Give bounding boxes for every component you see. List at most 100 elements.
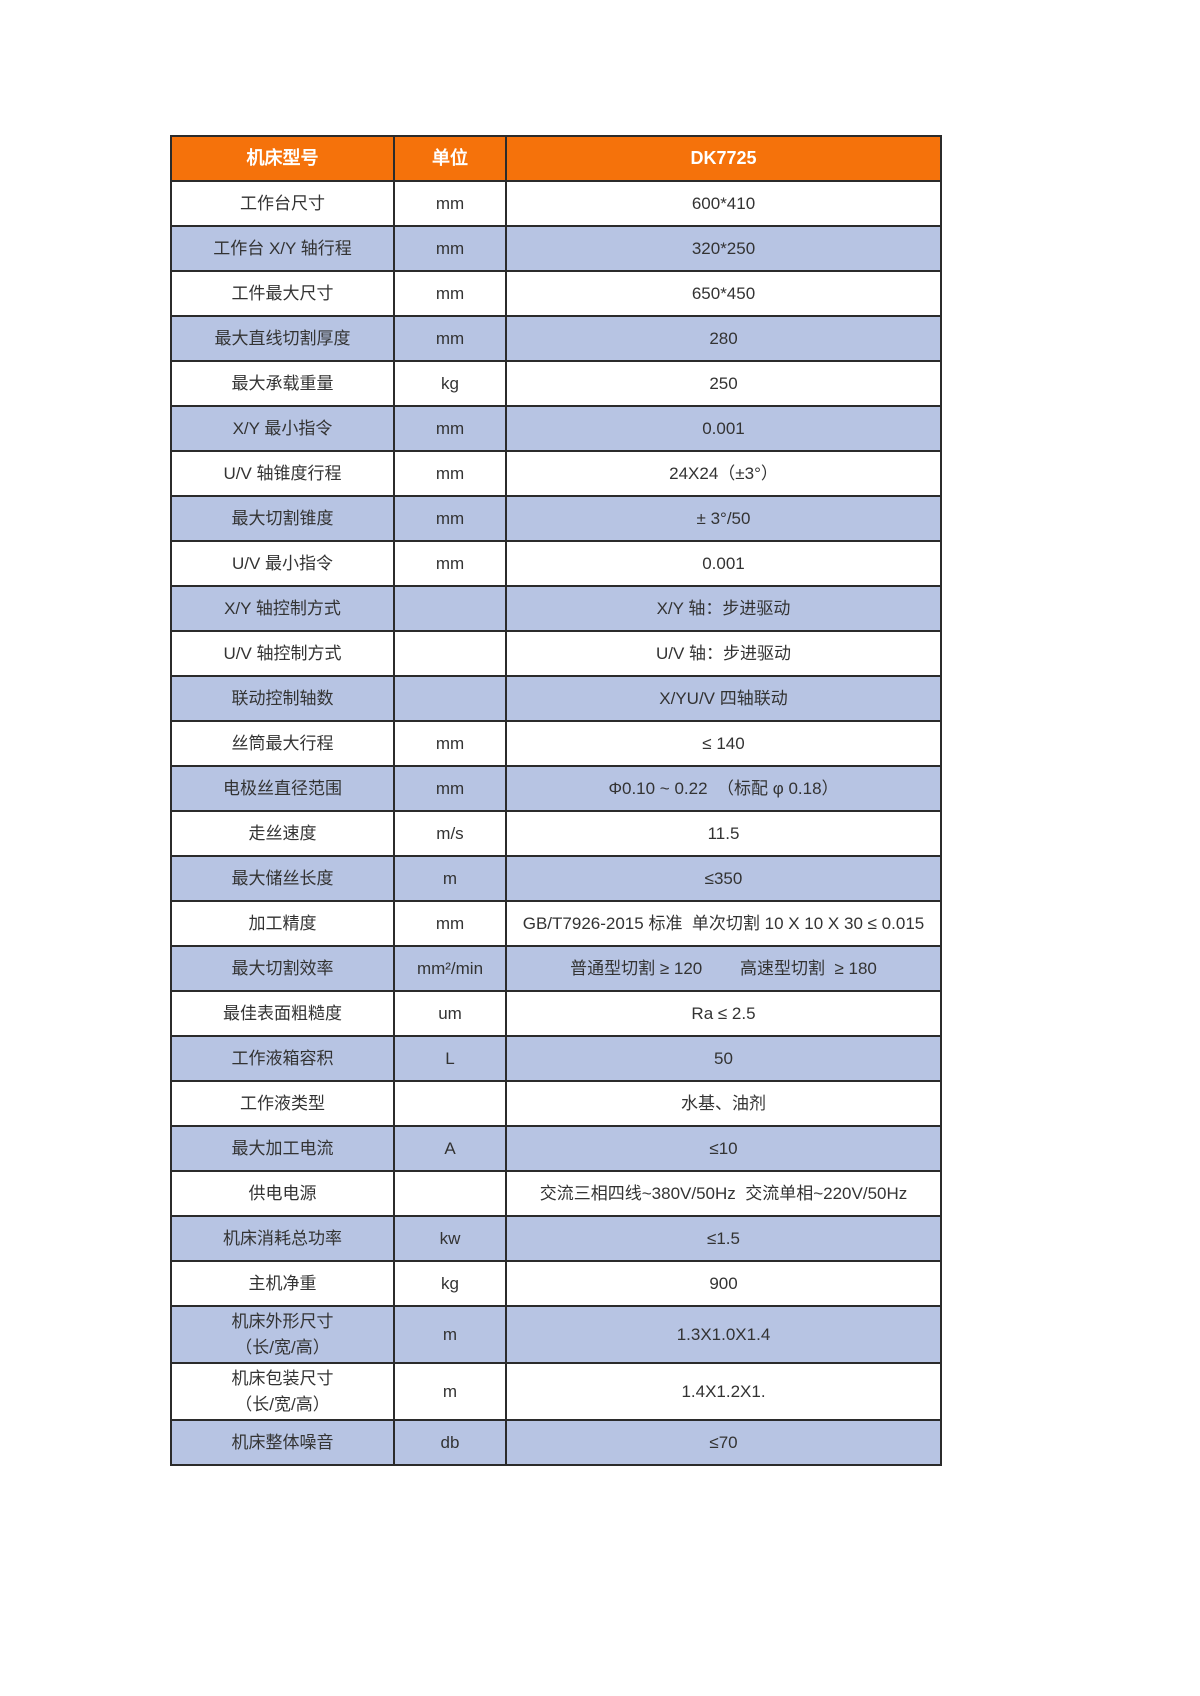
spec-value: 交流三相四线~380V/50Hz 交流单相~220V/50Hz: [505, 1170, 942, 1217]
header-row: 机床型号 单位 DK7725: [170, 135, 942, 182]
table-row: 工件最大尺寸 mm 650*450: [170, 270, 942, 317]
table-row: 供电电源 交流三相四线~380V/50Hz 交流单相~220V/50Hz: [170, 1170, 942, 1217]
header-model-label: 机床型号: [170, 135, 395, 182]
table-row: X/Y 轴控制方式 X/Y 轴：步进驱动: [170, 585, 942, 632]
spec-label: 最佳表面粗糙度: [170, 990, 395, 1037]
spec-value: 50: [505, 1035, 942, 1082]
spec-value: 普通型切割 ≥ 120 高速型切割 ≥ 180: [505, 945, 942, 992]
spec-unit: [393, 585, 507, 632]
table-row: 最大承载重量 kg 250: [170, 360, 942, 407]
spec-unit: kg: [393, 360, 507, 407]
spec-label: 最大切割锥度: [170, 495, 395, 542]
spec-unit: [393, 675, 507, 722]
spec-unit: mm: [393, 225, 507, 272]
spec-unit: kg: [393, 1260, 507, 1307]
spec-label: 走丝速度: [170, 810, 395, 857]
spec-unit: mm: [393, 720, 507, 767]
table-row: U/V 最小指令 mm 0.001: [170, 540, 942, 587]
spec-label: U/V 最小指令: [170, 540, 395, 587]
table-row: 机床外形尺寸 （长/宽/高） m 1.3X1.0X1.4: [170, 1305, 942, 1364]
spec-value: 320*250: [505, 225, 942, 272]
spec-label: 机床包装尺寸 （长/宽/高）: [170, 1362, 395, 1421]
table-row: U/V 轴锥度行程 mm 24X24（±3°）: [170, 450, 942, 497]
table-row: 工作台尺寸 mm 600*410: [170, 180, 942, 227]
header-model-value: DK7725: [505, 135, 942, 182]
spec-label: 最大切割效率: [170, 945, 395, 992]
spec-unit: mm: [393, 180, 507, 227]
table-row: U/V 轴控制方式 U/V 轴：步进驱动: [170, 630, 942, 677]
spec-unit: um: [393, 990, 507, 1037]
spec-value: 水基、油剂: [505, 1080, 942, 1127]
table-row: 最大加工电流 A ≤10: [170, 1125, 942, 1172]
spec-value: ≤70: [505, 1419, 942, 1466]
spec-unit: kw: [393, 1215, 507, 1262]
spec-value: ≤ 140: [505, 720, 942, 767]
spec-label: U/V 轴锥度行程: [170, 450, 395, 497]
table-row: 机床包装尺寸 （长/宽/高） m 1.4X1.2X1.: [170, 1362, 942, 1421]
spec-unit: m: [393, 1362, 507, 1421]
spec-sheet: 机床型号 单位 DK7725 工作台尺寸 mm 600*410 工作台 X/Y 轴行…: [170, 135, 942, 1466]
spec-unit: [393, 1080, 507, 1127]
spec-value: ≤1.5: [505, 1215, 942, 1262]
spec-unit: mm: [393, 450, 507, 497]
spec-value: 11.5: [505, 810, 942, 857]
spec-unit: mm: [393, 315, 507, 362]
table-row: 电极丝直径范围 mm Φ0.10 ~ 0.22 （标配 φ 0.18）: [170, 765, 942, 812]
spec-value: 650*450: [505, 270, 942, 317]
spec-label: X/Y 最小指令: [170, 405, 395, 452]
spec-unit: mm: [393, 495, 507, 542]
table-row: 丝筒最大行程 mm ≤ 140: [170, 720, 942, 767]
table-row: 机床消耗总功率 kw ≤1.5: [170, 1215, 942, 1262]
spec-label: 工件最大尺寸: [170, 270, 395, 317]
spec-label: 工作台尺寸: [170, 180, 395, 227]
spec-value: 0.001: [505, 540, 942, 587]
spec-label: 工作液类型: [170, 1080, 395, 1127]
table-row: 加工精度 mm GB/T7926-2015 标准 单次切割 10 X 10 X 30…: [170, 900, 942, 947]
table-row: 走丝速度 m/s 11.5: [170, 810, 942, 857]
spec-label: X/Y 轴控制方式: [170, 585, 395, 632]
spec-label: 最大承载重量: [170, 360, 395, 407]
spec-unit: mm: [393, 270, 507, 317]
spec-label: 机床消耗总功率: [170, 1215, 395, 1262]
spec-value: 250: [505, 360, 942, 407]
spec-unit: mm: [393, 765, 507, 812]
spec-value: 0.001: [505, 405, 942, 452]
spec-label: 联动控制轴数: [170, 675, 395, 722]
spec-label: 机床外形尺寸 （长/宽/高）: [170, 1305, 395, 1364]
spec-label: 主机净重: [170, 1260, 395, 1307]
spec-value: 280: [505, 315, 942, 362]
table-row: 最大储丝长度 m ≤350: [170, 855, 942, 902]
table-row: 工作液箱容积 L 50: [170, 1035, 942, 1082]
spec-value: 1.3X1.0X1.4: [505, 1305, 942, 1364]
spec-unit: A: [393, 1125, 507, 1172]
spec-label: 机床整体噪音: [170, 1419, 395, 1466]
spec-value: ≤350: [505, 855, 942, 902]
spec-value: ± 3°/50: [505, 495, 942, 542]
spec-label: 最大加工电流: [170, 1125, 395, 1172]
spec-unit: mm: [393, 405, 507, 452]
table-row: X/Y 最小指令 mm 0.001: [170, 405, 942, 452]
spec-value: 600*410: [505, 180, 942, 227]
spec-unit: [393, 630, 507, 677]
table-row: 最佳表面粗糙度 um Ra ≤ 2.5: [170, 990, 942, 1037]
spec-unit: [393, 1170, 507, 1217]
table-row: 主机净重 kg 900: [170, 1260, 942, 1307]
spec-label: 供电电源: [170, 1170, 395, 1217]
spec-label: 丝筒最大行程: [170, 720, 395, 767]
spec-label: 工作台 X/Y 轴行程: [170, 225, 395, 272]
spec-label: 最大储丝长度: [170, 855, 395, 902]
table-row: 最大切割效率 mm²/min 普通型切割 ≥ 120 高速型切割 ≥ 180: [170, 945, 942, 992]
spec-unit: m/s: [393, 810, 507, 857]
spec-label: 加工精度: [170, 900, 395, 947]
table-row: 工作液类型 水基、油剂: [170, 1080, 942, 1127]
table-row: 机床整体噪音 db ≤70: [170, 1419, 942, 1466]
spec-value: X/Y 轴：步进驱动: [505, 585, 942, 632]
spec-unit: mm: [393, 540, 507, 587]
spec-unit: mm²/min: [393, 945, 507, 992]
spec-value: 24X24（±3°）: [505, 450, 942, 497]
spec-value: GB/T7926-2015 标准 单次切割 10 X 10 X 30 ≤ 0.0…: [505, 900, 942, 947]
spec-value: 900: [505, 1260, 942, 1307]
table-row: 联动控制轴数 X/YU/V 四轴联动: [170, 675, 942, 722]
spec-table: 机床型号 单位 DK7725 工作台尺寸 mm 600*410 工作台 X/Y 轴行…: [170, 135, 942, 1466]
header-unit-label: 单位: [393, 135, 507, 182]
